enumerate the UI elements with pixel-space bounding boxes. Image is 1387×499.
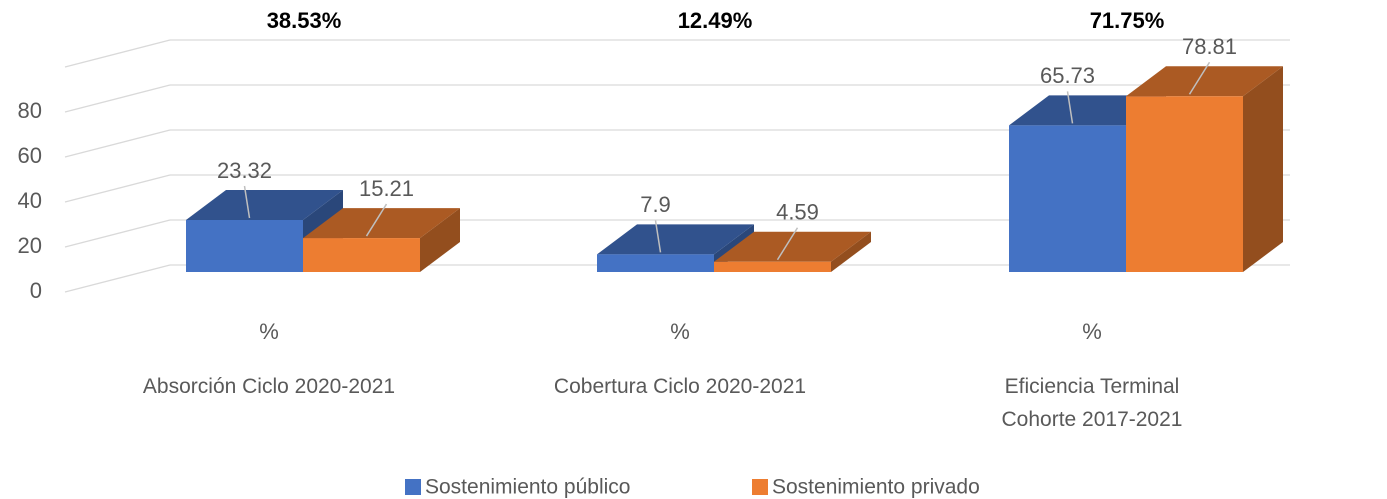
bar (1009, 125, 1126, 273)
bar (1126, 96, 1243, 273)
y-tick-label: 40 (18, 188, 42, 213)
data-label: 15.21 (359, 176, 414, 201)
bar-side (831, 231, 871, 272)
bar-top (714, 231, 871, 262)
grid-line (64, 39, 171, 68)
data-label: 23.32 (217, 158, 272, 183)
bar-top (186, 189, 343, 220)
bar-top (1126, 66, 1283, 97)
grid-line (64, 174, 171, 203)
data-label: 4.59 (776, 200, 819, 225)
legend-swatch (752, 479, 768, 495)
category-unit: % (670, 319, 690, 344)
bar-side (420, 208, 460, 272)
leader-line (243, 185, 251, 219)
leader-line (1188, 61, 1211, 95)
leader-line (776, 227, 799, 261)
leader-line (1066, 91, 1074, 124)
grid-line (64, 264, 171, 293)
bar-side (1243, 66, 1283, 273)
x-tick-label: Absorción Ciclo 2020-2021 (142, 375, 396, 398)
grid-line (64, 84, 171, 113)
legend-swatch (405, 479, 421, 495)
grid-line (64, 129, 171, 158)
leader-line (654, 220, 662, 253)
data-label: 7.9 (640, 192, 671, 217)
bar (597, 254, 714, 272)
y-tick-label: 60 (18, 143, 42, 168)
y-tick-label: 0 (30, 278, 42, 303)
bar (714, 261, 831, 272)
bar-top (303, 208, 460, 239)
y-tick-label: 80 (18, 98, 42, 123)
data-label: 78.81 (1182, 34, 1237, 59)
annotation: 38.53% (267, 8, 342, 33)
grid-line (64, 219, 171, 248)
x-tick-label: Cobertura Ciclo 2020-2021 (553, 375, 807, 398)
data-label: 65.73 (1040, 63, 1095, 88)
leader-line (365, 203, 388, 237)
bar (186, 219, 303, 272)
bar (303, 238, 420, 272)
annotation: 71.75% (1090, 8, 1165, 33)
category-unit: % (1082, 319, 1102, 344)
annotation: 12.49% (678, 8, 753, 33)
y-tick-label: 20 (18, 233, 42, 258)
category-unit: % (259, 319, 279, 344)
legend-label: Sostenimiento privado (772, 476, 980, 499)
bar-top (597, 224, 754, 255)
legend-label: Sostenimiento público (425, 476, 630, 499)
x-tick-label: Eficiencia Terminal Cohorte 2017-2021 (1001, 375, 1183, 431)
